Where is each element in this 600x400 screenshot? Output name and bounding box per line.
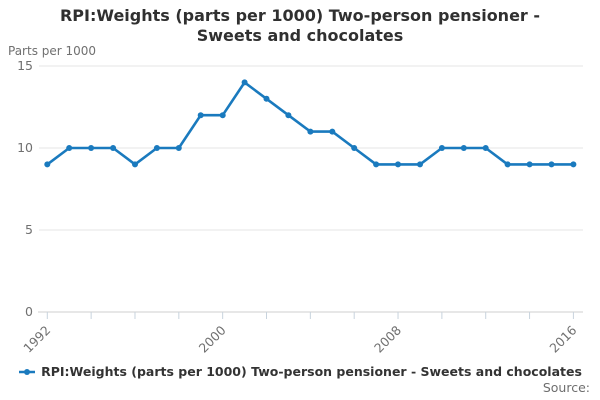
data-point-marker[interactable] <box>197 112 204 119</box>
data-point-marker[interactable] <box>175 145 182 151</box>
data-point-marker[interactable] <box>66 145 73 151</box>
data-point-marker[interactable] <box>88 145 95 151</box>
chart-title: RPI:Weights (parts per 1000) Two-person … <box>59 6 541 45</box>
legend-item[interactable]: RPI:Weights (parts per 1000) Two-person … <box>0 364 600 379</box>
x-tick-label: 2000 <box>196 322 229 355</box>
data-point-marker[interactable] <box>132 161 138 168</box>
legend-label: RPI:Weights (parts per 1000) Two-person … <box>41 364 582 379</box>
series-line <box>46 81 575 166</box>
y-tick-label: 10 <box>17 140 33 155</box>
data-point-marker[interactable] <box>438 145 445 151</box>
x-tick-label: 1992 <box>20 323 53 356</box>
data-point-marker[interactable] <box>482 145 489 151</box>
data-point-marker[interactable] <box>44 161 51 168</box>
data-point-marker[interactable] <box>285 112 292 119</box>
y-tick-label: 0 <box>25 304 33 319</box>
data-point-marker[interactable] <box>548 161 555 168</box>
data-point-marker[interactable] <box>219 112 226 119</box>
data-point-marker[interactable] <box>263 95 270 102</box>
legend-line-marker-icon <box>19 368 36 375</box>
data-point-marker[interactable] <box>307 128 314 135</box>
y-axis-title: Parts per 1000 <box>8 44 97 58</box>
data-point-marker[interactable] <box>460 145 467 151</box>
data-point-marker[interactable] <box>570 161 577 168</box>
data-point-marker[interactable] <box>241 79 248 86</box>
data-point-marker[interactable] <box>417 161 423 168</box>
data-point-marker[interactable] <box>110 145 117 151</box>
x-tick-label: 2008 <box>371 322 404 355</box>
y-tick-label: 15 <box>17 58 33 73</box>
data-point-marker[interactable] <box>526 161 533 168</box>
data-point-marker[interactable] <box>504 161 511 168</box>
data-point-marker[interactable] <box>329 128 336 135</box>
data-point-marker[interactable] <box>373 161 380 168</box>
data-point-marker[interactable] <box>395 161 401 168</box>
data-point-marker[interactable] <box>153 145 160 151</box>
source-label: Source: <box>542 380 590 395</box>
data-point-marker[interactable] <box>351 145 358 151</box>
y-tick-label: 5 <box>25 222 33 237</box>
x-tick-label: 2016 <box>546 322 579 355</box>
